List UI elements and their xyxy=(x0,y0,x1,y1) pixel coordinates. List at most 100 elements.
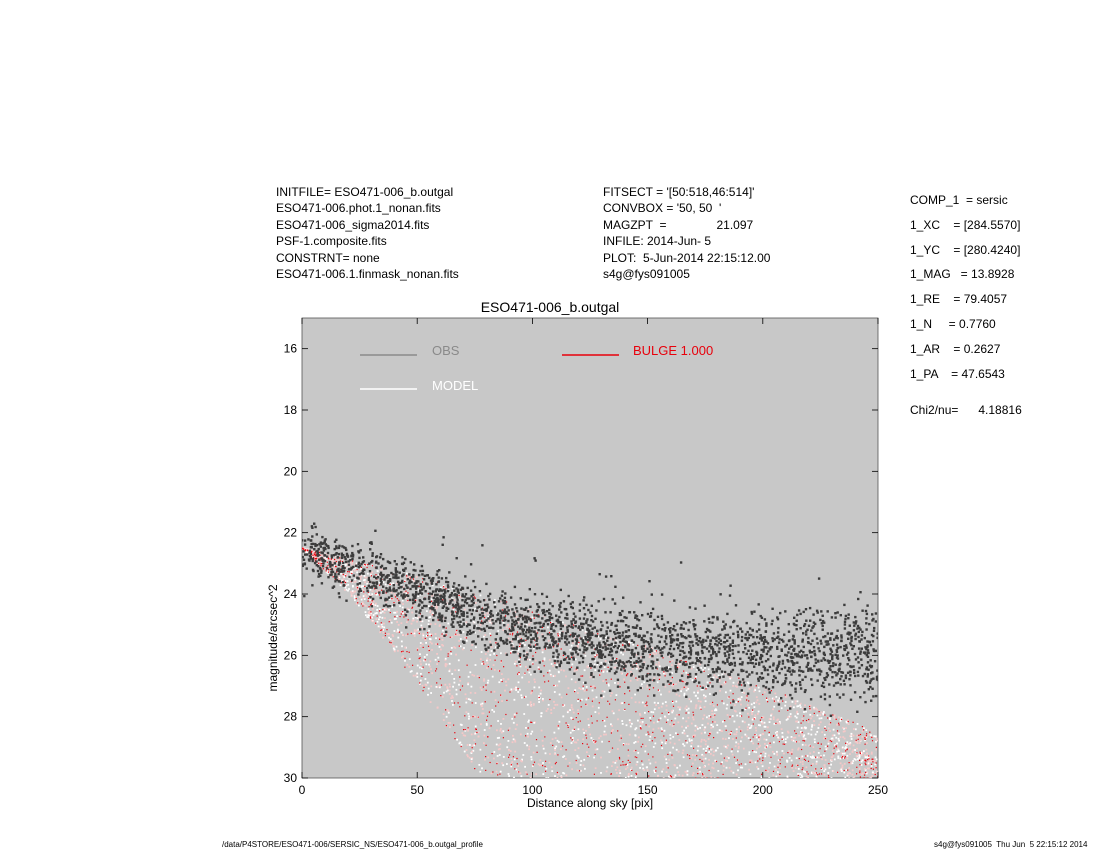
obs-point xyxy=(790,684,793,687)
model-point xyxy=(446,687,449,690)
bulge-point xyxy=(375,592,377,594)
model-point xyxy=(502,730,505,733)
obs-point xyxy=(337,546,341,550)
model-point xyxy=(551,738,554,741)
bulge-point xyxy=(482,686,484,688)
obs-point xyxy=(584,681,587,684)
obs-point xyxy=(484,603,487,607)
model-point xyxy=(311,553,314,556)
obs-point xyxy=(836,681,840,684)
model-point xyxy=(734,709,736,712)
model-point xyxy=(711,766,714,769)
model-point xyxy=(870,751,873,754)
obs-point xyxy=(746,675,749,678)
model-point xyxy=(641,763,644,766)
model-point xyxy=(870,752,873,755)
bulge-point xyxy=(502,609,504,611)
obs-point xyxy=(413,563,416,566)
bulge-point xyxy=(671,754,673,756)
bulge-point xyxy=(470,649,472,651)
model-point xyxy=(482,712,485,715)
bulge-point xyxy=(588,746,590,748)
model-point xyxy=(484,758,486,761)
model-point xyxy=(550,675,553,677)
obs-point xyxy=(810,678,813,681)
model-point xyxy=(777,736,779,739)
model-point xyxy=(641,701,644,704)
obs-point xyxy=(405,594,408,597)
model-point xyxy=(730,731,732,734)
bulge-point xyxy=(443,586,445,588)
model-point xyxy=(480,703,482,706)
model-point xyxy=(754,733,757,736)
bulge-point xyxy=(319,554,321,556)
model-point xyxy=(723,745,726,748)
obs-point xyxy=(489,612,493,616)
bulge-point xyxy=(474,597,476,599)
model-point xyxy=(446,686,449,688)
obs-point xyxy=(404,614,408,617)
obs-point xyxy=(459,620,462,623)
bulge-point xyxy=(695,777,697,778)
obs-point xyxy=(588,633,592,637)
model-point xyxy=(435,643,437,645)
model-point xyxy=(558,634,561,637)
obs-point xyxy=(699,657,702,660)
bulge-point xyxy=(779,759,781,761)
obs-point xyxy=(437,598,440,601)
model-point xyxy=(545,767,548,770)
model-point xyxy=(653,708,656,711)
obs-point xyxy=(379,553,383,556)
model-point xyxy=(751,710,754,713)
bulge-point xyxy=(640,728,642,730)
model-point xyxy=(397,630,400,632)
model-point xyxy=(757,755,760,758)
model-point xyxy=(435,605,437,608)
model-point xyxy=(326,557,329,560)
model-point xyxy=(538,701,540,703)
obs-point xyxy=(337,580,340,583)
model-point xyxy=(370,616,373,619)
bulge-point xyxy=(797,764,799,766)
model-point xyxy=(649,647,652,649)
model-point xyxy=(388,609,390,611)
model-point xyxy=(755,696,758,699)
model-point xyxy=(607,683,610,686)
model-point xyxy=(457,669,460,672)
obs-point xyxy=(559,621,562,624)
model-point xyxy=(827,772,830,774)
model-point xyxy=(767,770,769,773)
model-point xyxy=(522,642,524,644)
bulge-point xyxy=(548,632,551,634)
model-point xyxy=(533,678,536,681)
model-point xyxy=(703,739,706,741)
obs-point xyxy=(501,599,505,602)
model-point xyxy=(370,612,372,615)
bulge-point xyxy=(616,658,618,660)
bulge-point xyxy=(845,742,847,744)
model-point xyxy=(347,589,349,592)
model-point xyxy=(737,682,740,685)
obs-point xyxy=(635,624,639,627)
bulge-point xyxy=(435,670,437,672)
model-point xyxy=(698,766,701,769)
bulge-point xyxy=(487,736,489,738)
model-point xyxy=(329,559,332,562)
model-point xyxy=(776,719,779,722)
model-point xyxy=(483,734,486,737)
model-point xyxy=(679,764,681,767)
obs-point xyxy=(485,638,488,641)
model-point xyxy=(364,576,367,579)
bulge-point xyxy=(367,600,369,602)
model-point xyxy=(785,782,787,784)
model-point xyxy=(514,687,517,690)
model-point xyxy=(735,733,738,736)
bulge-point xyxy=(356,587,359,589)
bulge-point xyxy=(645,724,647,726)
bulge-point xyxy=(798,758,800,760)
obs-point xyxy=(726,612,729,616)
bulge-point xyxy=(327,571,330,573)
model-point xyxy=(848,743,851,745)
bulge-point xyxy=(787,752,789,754)
